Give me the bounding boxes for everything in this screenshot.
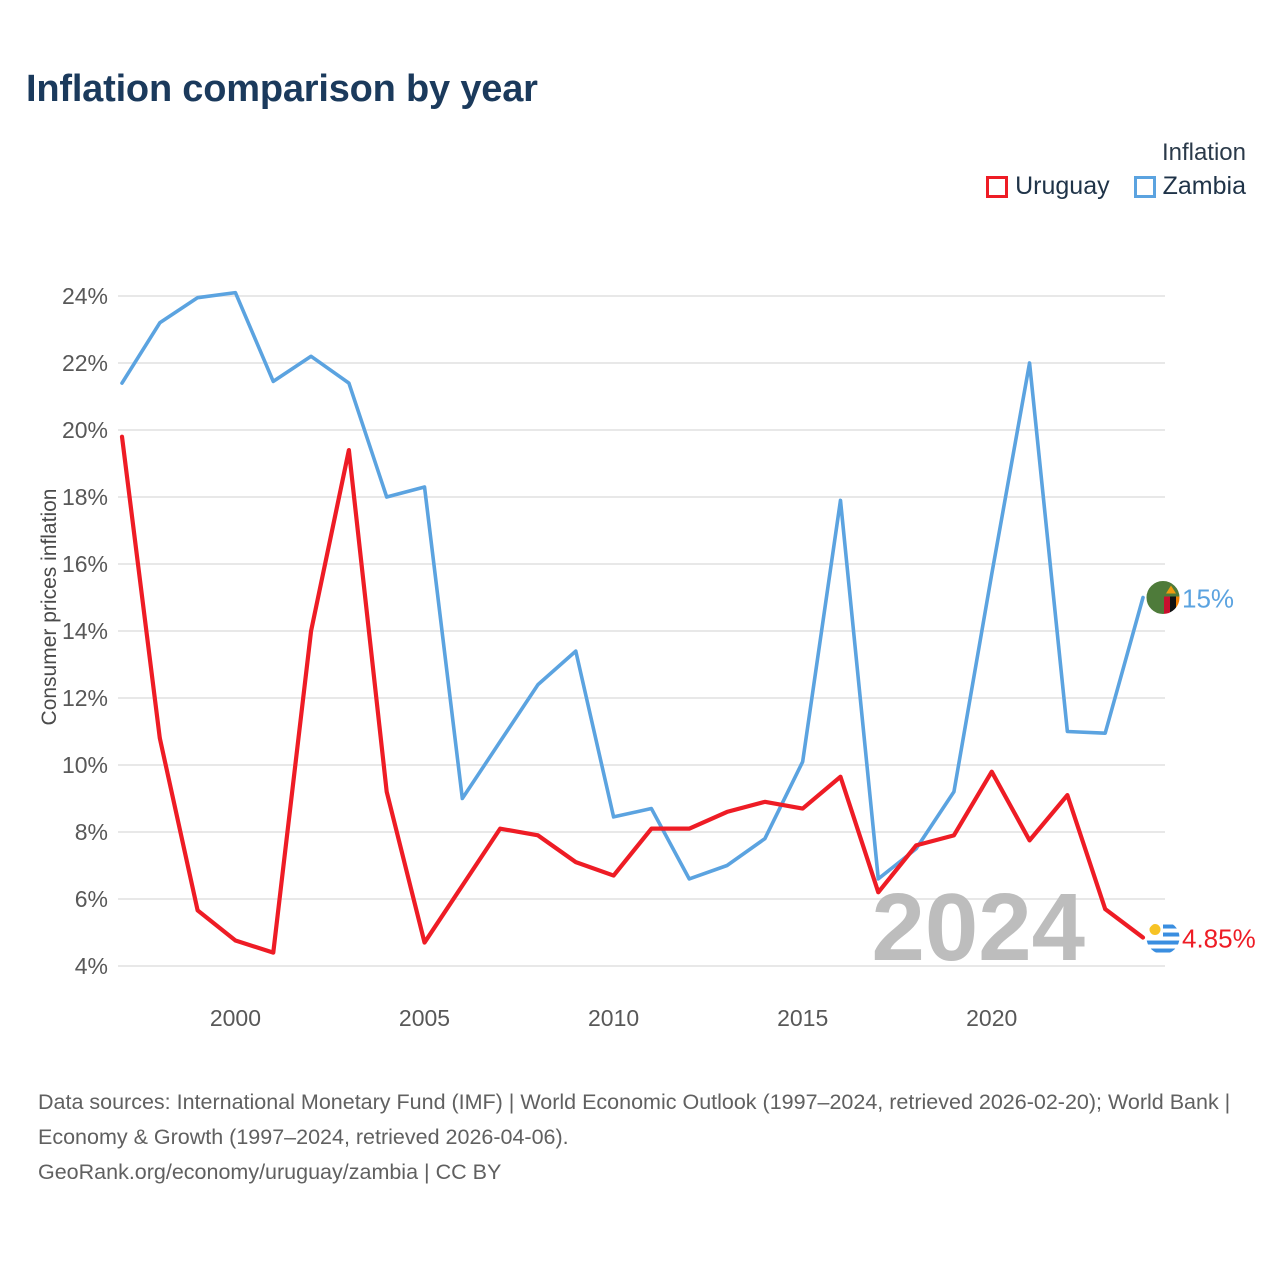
svg-text:16%: 16% [62,551,108,577]
svg-text:2005: 2005 [399,1005,450,1031]
svg-text:18%: 18% [62,484,108,510]
legend-item-zambia[interactable]: Zambia [1133,172,1246,201]
svg-text:15%: 15% [1182,584,1234,614]
svg-text:6%: 6% [75,886,108,912]
svg-text:2020: 2020 [966,1005,1017,1031]
svg-text:12%: 12% [62,685,108,711]
legend: Inflation Uruguay Zambia [986,139,1246,199]
legend-label-uruguay: Uruguay [1015,172,1110,201]
legend-item-uruguay[interactable]: Uruguay [986,174,1110,199]
svg-text:8%: 8% [75,819,108,845]
legend-swatch-zambia [1133,175,1156,198]
footer-attribution: GeoRank.org/economy/uruguay/zambia | CC … [38,1159,502,1184]
svg-text:4.85%: 4.85% [1182,924,1256,954]
year-watermark: 2024 [871,874,1085,981]
svg-text:4%: 4% [75,953,108,979]
legend-items: Uruguay Zambia [986,174,1246,199]
svg-text:24%: 24% [62,283,108,309]
legend-title: Inflation [1161,139,1246,166]
plot-area: Consumer prices inflation 4% 6% 8% 10% 12% 14… [0,255,1280,1045]
data-lines [119,290,1146,955]
x-axis-tick-labels: 2000 2005 2010 2015 2020 [210,1005,1017,1031]
gridlines [118,295,1165,967]
svg-text:2000: 2000 [210,1005,261,1031]
page-title: Inflation comparison by year [26,68,538,110]
legend-label-zambia: Zambia [1162,172,1246,201]
svg-text:20%: 20% [62,417,108,443]
svg-text:10%: 10% [62,752,108,778]
footer: Data sources: International Monetary Fun… [38,1085,1253,1189]
svg-text:2015: 2015 [777,1005,828,1031]
y-axis-tick-labels: 4% 6% 8% 10% 12% 14% 16% 18% 20% 22% 24% [62,283,108,979]
footer-sources: Data sources: International Monetary Fun… [38,1090,1231,1149]
svg-text:14%: 14% [62,618,108,644]
svg-text:22%: 22% [62,350,108,376]
endpoint-markers: 15% 4.85% [1145,580,1256,956]
svg-text:2010: 2010 [588,1005,639,1031]
legend-swatch-uruguay [986,175,1009,198]
line-chart: 4%6%8%10%12%14%16%18%20%22%24% 2000 2005 2… [62,283,1256,1031]
